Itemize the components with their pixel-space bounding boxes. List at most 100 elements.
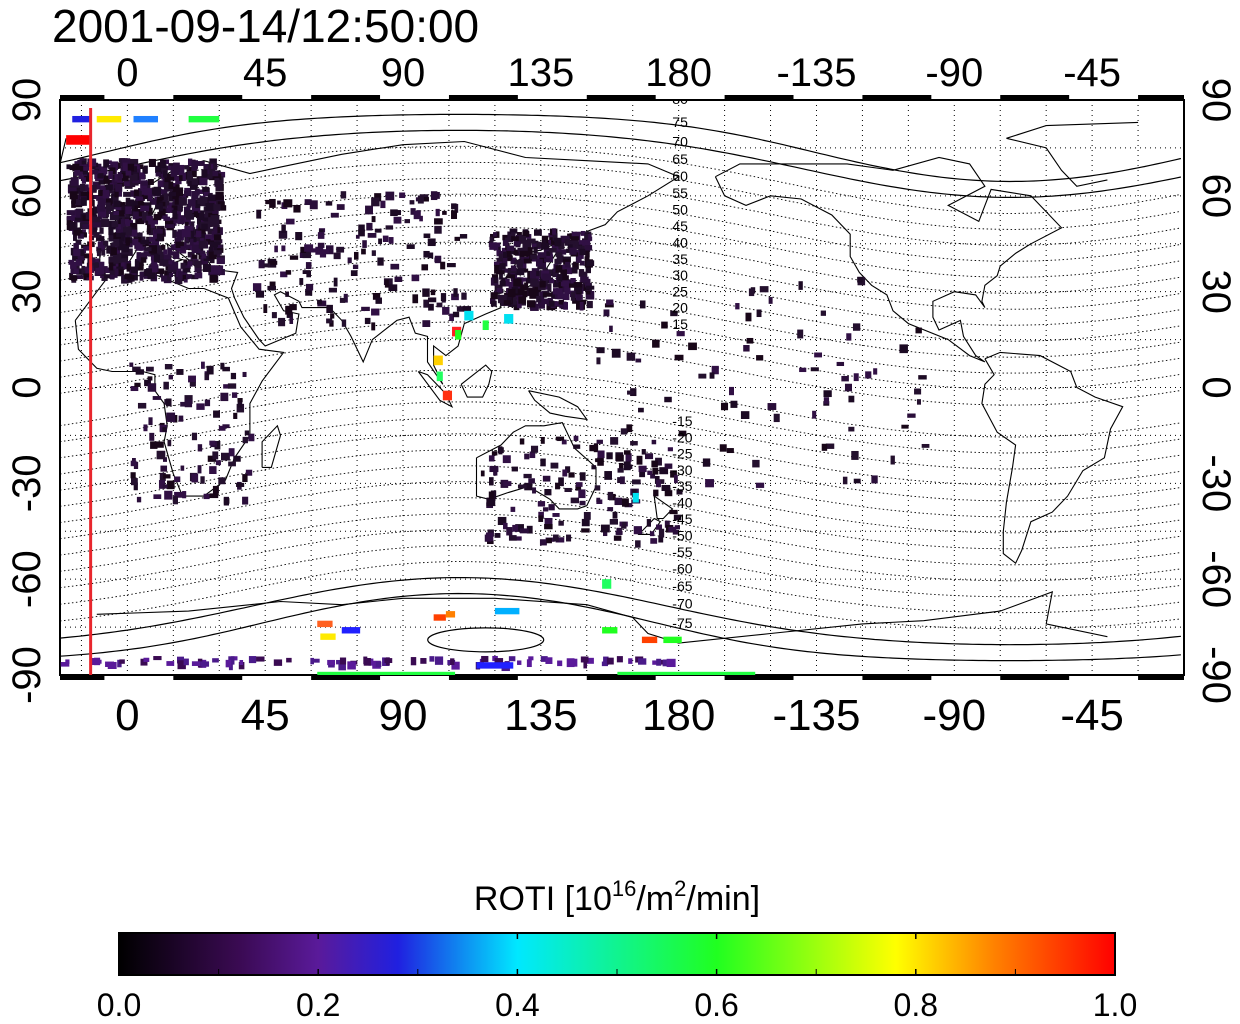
roti-cell bbox=[752, 459, 760, 468]
roti-cell bbox=[124, 218, 130, 225]
colorbar-tick-label: 0.6 bbox=[694, 987, 738, 1023]
roti-cell bbox=[8, 524, 16, 533]
roti-cell bbox=[500, 253, 507, 261]
roti-cell bbox=[630, 441, 638, 446]
roti-cell bbox=[375, 661, 382, 668]
roti-cell bbox=[166, 165, 174, 171]
roti-cell bbox=[153, 219, 159, 225]
roti-cell bbox=[515, 524, 524, 532]
roti-cell bbox=[231, 392, 238, 398]
roti-cell bbox=[564, 267, 573, 275]
roti-cell bbox=[271, 312, 277, 319]
axis-bar-segment bbox=[1000, 675, 1070, 680]
roti-cell bbox=[200, 661, 210, 667]
roti-cell bbox=[305, 283, 314, 291]
roti-cell bbox=[79, 192, 87, 201]
coastline bbox=[96, 591, 1108, 644]
roti-cell bbox=[83, 253, 93, 259]
roti-cell bbox=[451, 210, 458, 219]
roti-cell bbox=[137, 402, 147, 409]
roti-cell bbox=[513, 278, 522, 287]
roti-cell bbox=[5, 440, 11, 446]
axis-bar-segment bbox=[862, 95, 932, 100]
roti-cell bbox=[0, 391, 2, 395]
roti-cell bbox=[461, 292, 467, 300]
roti-cell bbox=[585, 250, 590, 258]
mlat-contour bbox=[60, 545, 1181, 614]
roti-cell bbox=[565, 466, 571, 473]
roti-cell bbox=[161, 189, 168, 196]
roti-cell bbox=[180, 246, 186, 251]
roti-cell bbox=[205, 234, 213, 240]
roti-cell bbox=[191, 432, 198, 441]
roti-cell bbox=[101, 219, 110, 228]
roti-highlight bbox=[602, 579, 612, 589]
roti-cell bbox=[579, 500, 586, 506]
lon-tick-label: -90 bbox=[923, 691, 987, 740]
roti-cell bbox=[451, 661, 460, 670]
roti-cell bbox=[134, 382, 141, 387]
roti-cell bbox=[555, 301, 562, 307]
roti-cell bbox=[541, 243, 550, 250]
roti-cell bbox=[492, 242, 501, 247]
roti-cell bbox=[69, 221, 76, 230]
roti-cell bbox=[523, 473, 532, 479]
roti-cell bbox=[213, 204, 221, 211]
roti-cell bbox=[210, 215, 220, 224]
roti-cell bbox=[177, 205, 183, 212]
roti-cell bbox=[449, 313, 454, 322]
roti-highlight bbox=[476, 662, 514, 669]
roti-cell bbox=[180, 262, 186, 269]
roti-cell bbox=[537, 301, 544, 307]
roti-cell bbox=[814, 352, 823, 358]
roti-cell bbox=[289, 317, 294, 324]
roti-cell bbox=[176, 368, 184, 375]
roti-cell bbox=[77, 251, 85, 261]
roti-cell bbox=[676, 331, 685, 337]
roti-cell bbox=[108, 264, 118, 269]
roti-cell bbox=[541, 235, 549, 244]
roti-cell bbox=[531, 268, 540, 274]
roti-cell bbox=[140, 658, 148, 666]
roti-cell bbox=[901, 424, 909, 429]
roti-cell bbox=[419, 215, 423, 222]
roti-cell bbox=[283, 199, 293, 208]
roti-cell bbox=[213, 225, 218, 234]
roti-cell bbox=[669, 509, 678, 515]
coastline bbox=[475, 421, 597, 510]
roti-cell bbox=[890, 455, 895, 465]
roti-cell bbox=[812, 410, 817, 419]
roti-cell bbox=[674, 354, 684, 361]
roti-cell bbox=[436, 302, 443, 308]
lat-tick-label: 30 bbox=[5, 269, 49, 314]
roti-cell bbox=[524, 453, 530, 460]
roti-cell bbox=[9, 514, 16, 519]
roti-cell bbox=[440, 261, 446, 270]
roti-cell bbox=[488, 491, 494, 500]
roti-cell bbox=[116, 210, 125, 217]
roti-cell bbox=[326, 304, 333, 314]
roti-cell bbox=[584, 278, 591, 288]
roti-cell bbox=[174, 187, 184, 197]
roti-cell bbox=[506, 295, 512, 304]
roti-cell bbox=[508, 300, 518, 307]
roti-cell bbox=[125, 197, 131, 206]
roti-cell bbox=[371, 308, 380, 316]
roti-cell bbox=[581, 528, 590, 533]
roti-cell bbox=[705, 479, 714, 488]
roti-cell bbox=[871, 475, 878, 484]
roti-cell bbox=[110, 242, 115, 252]
roti-cell bbox=[512, 297, 517, 305]
roti-cell bbox=[363, 657, 371, 666]
roti-cell bbox=[519, 250, 529, 257]
roti-cell bbox=[544, 523, 553, 530]
roti-cell bbox=[278, 230, 288, 239]
roti-cell bbox=[586, 260, 595, 267]
roti-cell bbox=[555, 265, 563, 273]
roti-cell bbox=[527, 300, 536, 308]
coastline bbox=[60, 121, 1139, 187]
roti-cell bbox=[518, 235, 526, 244]
roti-cell bbox=[371, 197, 380, 207]
roti-cell bbox=[556, 255, 563, 263]
